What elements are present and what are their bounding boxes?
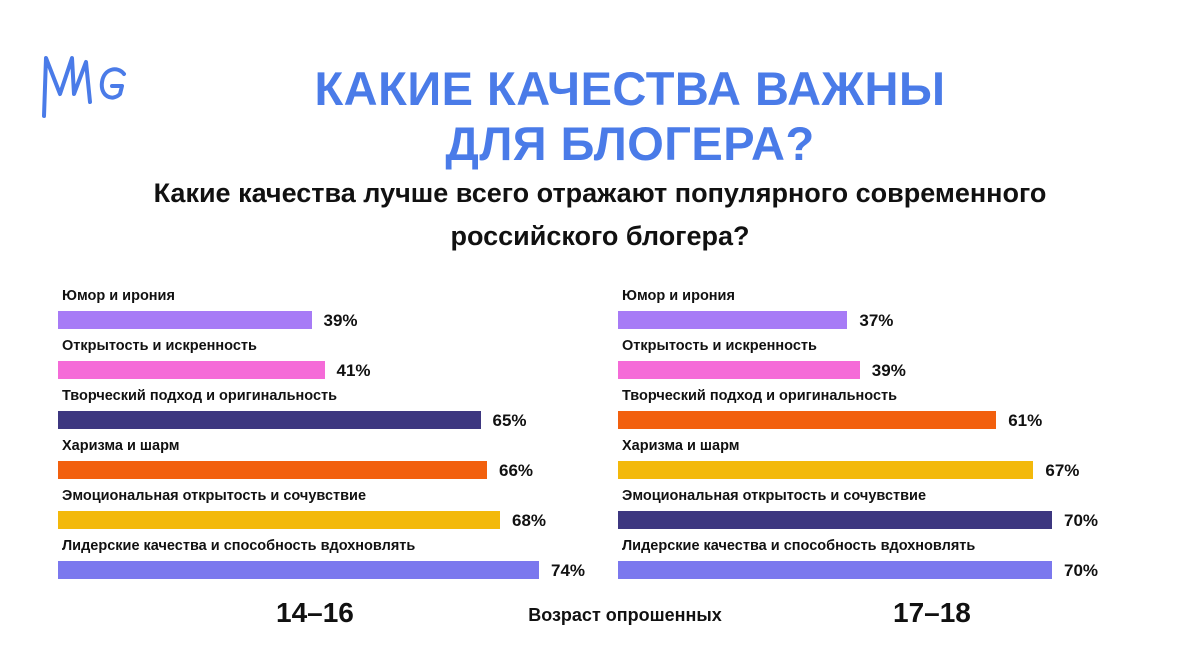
value-label: 74% — [551, 561, 586, 580]
bar — [58, 561, 539, 579]
page-title-line2: ДЛЯ БЛОГЕРА? — [445, 117, 815, 170]
bar — [58, 311, 312, 329]
bar — [58, 461, 487, 479]
category-label: Открытость и искренность — [62, 338, 257, 354]
category-label: Юмор и ирония — [62, 288, 175, 304]
value-label: 66% — [499, 461, 534, 480]
bar — [618, 311, 848, 329]
age-group-label-14-16: 14–16 — [276, 597, 354, 628]
category-label: Юмор и ирония — [622, 288, 735, 304]
bar — [58, 511, 500, 529]
category-label: Лидерские качества и способность вдохнов… — [62, 538, 416, 554]
bar — [618, 461, 1034, 479]
mmg-logo — [42, 56, 126, 118]
category-label: Эмоциональная открытость и сочувствие — [62, 488, 367, 504]
value-label: 37% — [859, 311, 894, 330]
value-label: 70% — [1064, 511, 1099, 530]
bar-chart-17-18: Юмор и ирония 37% Открытость и искренность… — [560, 280, 1120, 590]
bar — [58, 411, 481, 429]
category-label: Харизма и шарм — [62, 438, 180, 454]
value-label: 68% — [512, 511, 547, 530]
question-line1: Какие качества лучше всего отражают попу… — [153, 178, 1047, 208]
value-label: 70% — [1064, 561, 1099, 580]
category-label: Эмоциональная открытость и сочувствие — [622, 488, 927, 504]
value-label: 67% — [1045, 461, 1080, 480]
bar — [618, 361, 860, 379]
value-label: 65% — [492, 411, 527, 430]
age-group-label-17-18: 17–18 — [893, 597, 971, 628]
bar — [618, 561, 1052, 579]
value-label: 61% — [1008, 411, 1043, 430]
page-title-line1: КАКИЕ КАЧЕСТВА ВАЖНЫ — [314, 62, 946, 115]
bar — [618, 511, 1052, 529]
bar-chart-14-16: Юмор и ирония 39% Открытость и искренность… — [0, 280, 585, 590]
category-label: Открытость и искренность — [622, 338, 817, 354]
bar — [58, 361, 325, 379]
category-label: Харизма и шарм — [622, 438, 740, 454]
category-label: Творческий подход и оригинальность — [62, 388, 338, 404]
value-label: 41% — [336, 361, 371, 380]
bar — [618, 411, 997, 429]
age-axis-caption: Возраст опрошенных — [528, 605, 722, 625]
category-label: Творческий подход и оригинальность — [622, 388, 898, 404]
category-label: Лидерские качества и способность вдохнов… — [622, 538, 976, 554]
value-label: 39% — [871, 361, 906, 380]
value-label: 39% — [323, 311, 358, 330]
question-line2: российского блогера? — [450, 221, 750, 251]
